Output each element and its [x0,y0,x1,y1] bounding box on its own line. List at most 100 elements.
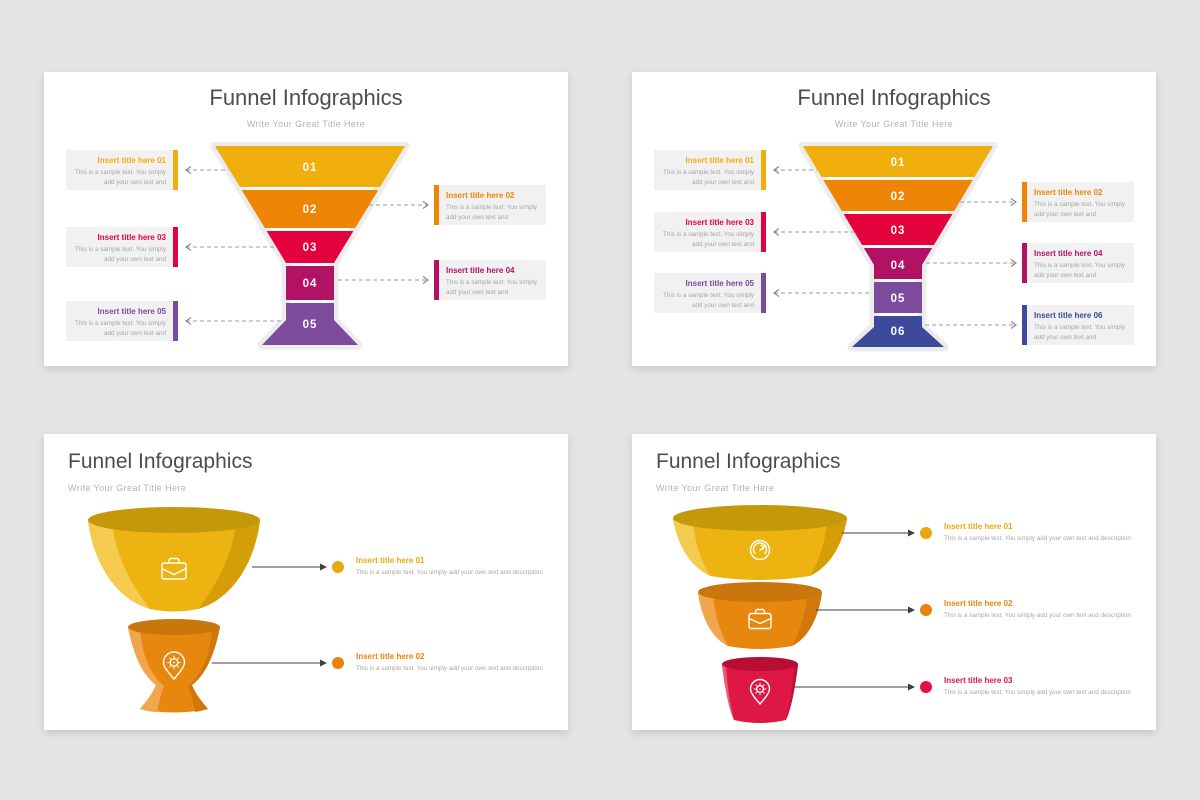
label-item-02: Insert title here 02 This is a sample te… [1022,182,1134,222]
label-box [66,301,173,341]
label-body: This is a sample text. You simply add yo… [446,279,537,297]
label-body: This is a sample text. You simply add yo… [1034,324,1125,342]
label-item-02: Insert title here 02 This is a sample te… [434,185,546,225]
label-title: Insert title here 06 [1034,311,1103,320]
label-body: This is a sample text. You simply add yo… [944,612,1131,619]
funnel-diagram: 01 02 03 04 05 [210,142,410,350]
label-title: Insert title here 02 [1034,188,1103,197]
funnel-segment-04 [286,266,334,300]
label-box [654,212,761,252]
label-accent-bar [1022,305,1027,345]
funnel-segment-02 [241,190,379,228]
gear-pin-icon [749,678,771,705]
segment-number: 02 [891,191,906,203]
funnel-segment-03 [722,657,798,723]
funnel-segment-02 [698,582,822,649]
segment-number: 03 [891,225,906,237]
item-dot [920,527,932,539]
item-dot [920,681,932,693]
label-item-01: Insert title here 01 This is a sample te… [66,150,178,190]
slide-2-thumbnail[interactable]: Funnel Infographics Write Your Great Tit… [632,72,1156,366]
page-subtitle: Write Your Great Title Here [656,483,775,493]
funnel-3d-diagram [88,507,260,713]
label-accent-bar [434,185,439,225]
label-body: This is a sample text. You simply add yo… [75,169,166,187]
label-item-01: Insert title here 01 This is a sample te… [944,522,1149,542]
label-box [439,185,546,225]
funnel-segment-05 [874,282,922,313]
segment-number: 01 [303,162,318,174]
label-title: Insert title here 05 [685,279,754,288]
label-box [66,150,173,190]
label-title: Insert title here 01 [97,156,166,165]
label-body: This is a sample text. You simply add yo… [1034,201,1125,219]
page-title: Funnel Infographics [209,85,403,110]
segment-number: 02 [303,204,318,216]
label-accent-bar [173,150,178,190]
item-dot [332,561,344,573]
slide-1-thumbnail[interactable]: Funnel Infographics Write Your Great Tit… [44,72,568,366]
page-subtitle: Write Your Great Title Here [246,119,366,129]
label-title: Insert title here 01 [685,156,754,165]
label-box [1027,305,1134,345]
funnel-diagram: 01 02 03 04 05 06 [798,142,998,352]
label-box [439,260,546,300]
segment-number: 04 [891,260,906,272]
segment-number: 04 [303,278,318,290]
label-body: This is a sample text. You simply add yo… [944,535,1131,542]
label-item-03: Insert title here 03 This is a sample te… [944,676,1149,696]
label-body: This is a sample text. You simply add yo… [356,569,543,576]
segment-number: 03 [303,242,318,254]
label-item-01: Insert title here 01 This is a sample te… [654,150,766,190]
label-accent-bar [761,212,766,252]
label-item-04: Insert title here 04 This is a sample te… [1022,243,1134,283]
slide-4-thumbnail[interactable]: Funnel Infographics Write Your Great Tit… [632,434,1156,730]
gear-pin-icon [162,651,186,680]
label-body: This is a sample text. You simply add yo… [75,320,166,338]
funnel-segment-06 [852,316,944,347]
label-box [654,150,761,190]
label-title: Insert title here 05 [97,307,166,316]
label-accent-bar [173,227,178,267]
slide-3-thumbnail[interactable]: Funnel Infographics Write Your Great Tit… [44,434,568,730]
label-item-02: Insert title here 02 This is a sample te… [944,599,1149,619]
page-title: Funnel Infographics [68,450,253,473]
segment-number: 06 [891,326,906,338]
item-dot [920,604,932,616]
label-title: Insert title here 03 [944,676,1013,685]
label-accent-bar [1022,243,1027,283]
label-title: Insert title here 04 [446,266,515,275]
funnel-segment-04 [863,248,933,279]
label-item-06: Insert title here 06 This is a sample te… [1022,305,1134,345]
page-subtitle: Write Your Great Title Here [68,483,187,493]
page-title: Funnel Infographics [797,85,991,110]
label-accent-bar [173,301,178,341]
label-box [66,227,173,267]
label-accent-bar [1022,182,1027,222]
label-title: Insert title here 04 [1034,249,1103,258]
label-item-03: Insert title here 03 This is a sample te… [66,227,178,267]
label-body: This is a sample text. You simply add yo… [663,292,754,310]
funnel-segment-01 [215,146,405,187]
label-title: Insert title here 01 [944,522,1013,531]
gauge-icon [749,539,771,561]
label-accent-bar [761,150,766,190]
funnel-segment-03 [266,231,354,263]
item-dot [332,657,344,669]
label-body: This is a sample text. You simply add yo… [75,246,166,264]
segment-number: 05 [891,293,906,305]
label-title: Insert title here 03 [685,218,754,227]
briefcase-icon [161,557,187,580]
funnel-segment-01 [803,146,993,177]
segment-number: 05 [303,319,318,331]
label-title: Insert title here 02 [944,599,1013,608]
funnel-segment-01 [88,507,260,612]
label-title: Insert title here 02 [446,191,515,200]
label-item-03: Insert title here 03 This is a sample te… [654,212,766,252]
label-accent-bar [434,260,439,300]
label-box [654,273,761,313]
label-item-05: Insert title here 05 This is a sample te… [654,273,766,313]
label-body: This is a sample text. You simply add yo… [356,665,543,672]
funnel-segment-01 [673,505,847,580]
